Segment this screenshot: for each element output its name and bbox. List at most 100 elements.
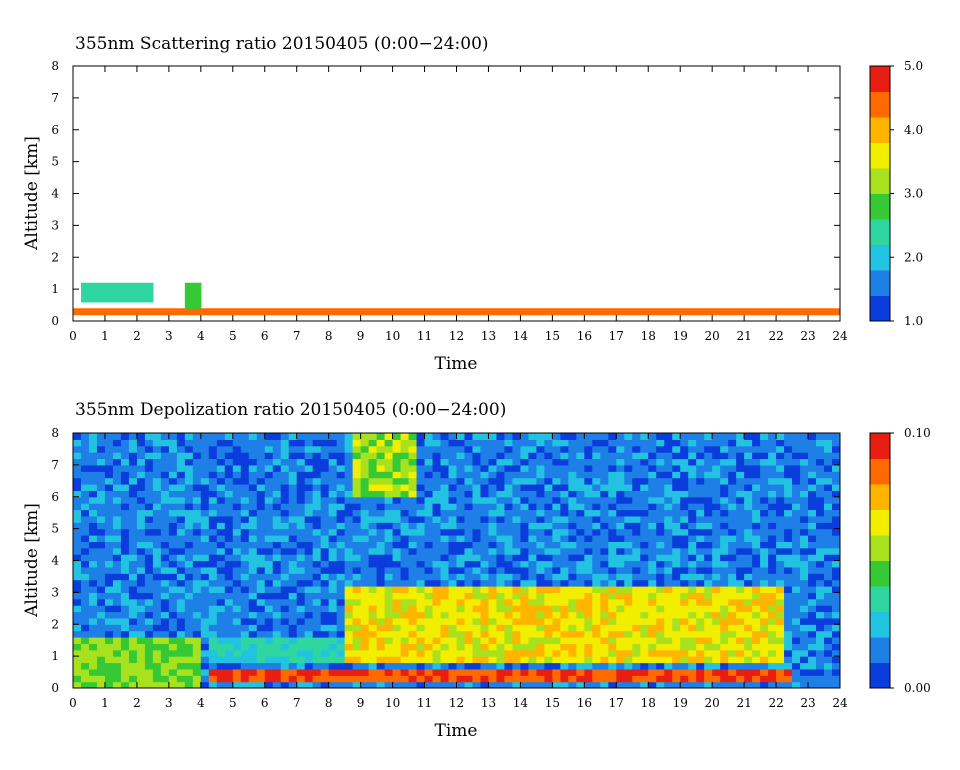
heatmap-cell xyxy=(608,496,617,504)
heatmap-cell xyxy=(472,433,482,440)
heatmap-cell xyxy=(544,433,553,440)
heatmap-cell xyxy=(744,668,753,676)
heatmap-cell xyxy=(712,643,721,651)
heatmap-cell xyxy=(456,452,466,460)
heatmap-cell xyxy=(432,592,442,600)
heatmap-cell xyxy=(832,458,840,466)
colorbar-swatch xyxy=(870,244,890,271)
heatmap-cell xyxy=(416,573,426,581)
heatmap-cell xyxy=(280,509,290,517)
heatmap-cell xyxy=(664,503,673,511)
heatmap-cell xyxy=(96,643,106,651)
heatmap-cell xyxy=(88,598,98,606)
heatmap-cell xyxy=(408,624,418,632)
heatmap-cell xyxy=(464,643,474,651)
heatmap-cell xyxy=(664,471,673,479)
heatmap-cell xyxy=(800,624,809,632)
heatmap-cell xyxy=(80,471,90,479)
heatmap-cell xyxy=(80,592,90,600)
heatmap-cell xyxy=(504,624,514,632)
heatmap-cell xyxy=(216,592,226,600)
heatmap-cell xyxy=(736,547,745,555)
heatmap-cell xyxy=(208,445,218,453)
heatmap-cell xyxy=(432,439,442,447)
heatmap-cell xyxy=(184,452,194,460)
heatmap-cell xyxy=(720,592,729,600)
heatmap-cell xyxy=(168,675,178,683)
heatmap-cell xyxy=(464,535,474,542)
heatmap-cell xyxy=(680,503,689,511)
colorbar-swatch xyxy=(870,637,890,663)
heatmap-cell xyxy=(160,433,170,440)
heatmap-cell xyxy=(336,573,346,581)
heatmap-cell xyxy=(496,535,506,542)
heatmap-cell xyxy=(440,611,450,619)
heatmap-cell xyxy=(728,643,737,651)
heatmap-cell xyxy=(184,301,194,309)
heatmap-cell xyxy=(736,675,745,683)
y-tick-label: 3 xyxy=(51,218,59,232)
heatmap-cell xyxy=(152,611,162,619)
heatmap-cell xyxy=(296,439,306,447)
heatmap-cell xyxy=(408,630,418,638)
heatmap-cell xyxy=(744,675,753,683)
heatmap-cell xyxy=(176,535,186,542)
heatmap-cell xyxy=(680,592,689,600)
heatmap-cell xyxy=(800,522,809,530)
heatmap-cell xyxy=(752,649,761,657)
heatmap-cell xyxy=(520,598,530,606)
heatmap-cell xyxy=(192,528,202,536)
heatmap-cell xyxy=(784,592,793,600)
heatmap-cell xyxy=(120,503,130,511)
heatmap-cell xyxy=(416,668,426,676)
heatmap-cell xyxy=(96,681,106,688)
heatmap-cell xyxy=(104,560,114,568)
heatmap-cell xyxy=(264,547,274,555)
heatmap-cell xyxy=(528,541,537,549)
heatmap-cell xyxy=(592,509,601,517)
heatmap-cell xyxy=(344,579,354,587)
heatmap-cell xyxy=(520,566,530,574)
heatmap-cell xyxy=(576,503,585,511)
heatmap-cell xyxy=(320,649,330,657)
heatmap-cell xyxy=(376,458,386,466)
heatmap-cell xyxy=(568,611,577,619)
heatmap-cell xyxy=(776,668,785,676)
heatmap-cell xyxy=(760,586,769,593)
heatmap-cell xyxy=(480,630,490,638)
heatmap-cell xyxy=(232,535,242,542)
heatmap-cell xyxy=(152,662,162,670)
heatmap-cell xyxy=(568,668,577,676)
heatmap-cell xyxy=(488,308,498,316)
heatmap-cell xyxy=(128,433,138,440)
heatmap-cell xyxy=(512,439,522,447)
heatmap-cell xyxy=(640,458,649,466)
heatmap-cell xyxy=(568,637,577,644)
heatmap-cell xyxy=(352,566,362,574)
heatmap-cell xyxy=(640,592,649,600)
heatmap-cell xyxy=(560,681,569,688)
heatmap-cell xyxy=(512,484,522,491)
heatmap-cell xyxy=(768,503,777,511)
heatmap-cell xyxy=(112,528,122,536)
heatmap-cell xyxy=(256,535,266,542)
heatmap-cell xyxy=(73,675,82,683)
heatmap-cell xyxy=(512,592,522,600)
heatmap-cell xyxy=(176,681,186,688)
heatmap-cell xyxy=(112,611,122,619)
heatmap-cell xyxy=(560,515,569,523)
heatmap-cell xyxy=(136,675,146,683)
heatmap-cell xyxy=(560,605,569,613)
heatmap-cell xyxy=(400,541,410,549)
heatmap-cell xyxy=(392,496,402,504)
heatmap-cell xyxy=(264,598,274,606)
heatmap-cell xyxy=(648,433,657,440)
heatmap-cell xyxy=(656,308,665,316)
heatmap-cell xyxy=(480,560,490,568)
heatmap-cell xyxy=(488,547,498,555)
heatmap-cell xyxy=(248,439,258,447)
heatmap-cell xyxy=(384,598,394,606)
heatmap-cell xyxy=(816,656,825,664)
heatmap-cell xyxy=(688,675,697,683)
heatmap-cell xyxy=(312,522,322,530)
